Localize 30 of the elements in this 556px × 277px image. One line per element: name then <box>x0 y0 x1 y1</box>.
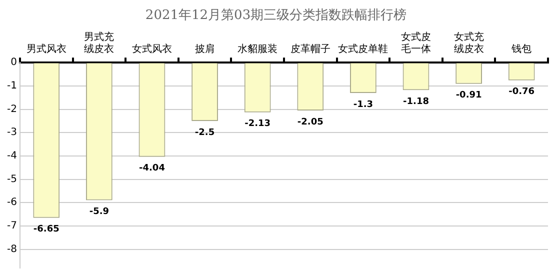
data-label: -0.91 <box>456 90 482 101</box>
data-label: -4.04 <box>139 164 165 174</box>
x-tick-label: 水貂服装 <box>238 43 278 56</box>
data-label: -6.65 <box>33 224 60 235</box>
x-tick-label: 女式充绒皮衣 <box>454 31 484 56</box>
y-tick-label: -1 <box>6 80 17 92</box>
y-tick-label: -6 <box>6 197 17 208</box>
data-label: -1.18 <box>403 96 429 107</box>
y-tick-label: -8 <box>6 244 17 255</box>
y-tick-label: -5 <box>6 174 17 185</box>
data-label: -2.13 <box>244 119 271 130</box>
x-tick-label: 女式皮毛一体 <box>400 31 431 56</box>
x-tick-label: 男式风衣 <box>26 43 66 56</box>
data-label: -0.76 <box>508 87 535 98</box>
y-tick-label: -4 <box>6 150 17 162</box>
data-label: -2.05 <box>297 117 324 128</box>
data-label: -1.3 <box>353 100 374 110</box>
x-tick-label: 钱包 <box>510 43 532 56</box>
x-tick-label: 男式充绒皮衣 <box>84 31 114 56</box>
y-tick-label: -7 <box>6 220 17 232</box>
y-tick-label: -3 <box>6 127 17 138</box>
data-label: -2.5 <box>194 128 215 138</box>
y-tick-label: -2 <box>6 104 17 115</box>
x-tick-label: 披肩 <box>194 43 215 56</box>
x-tick-label: 皮革帽子 <box>290 43 330 56</box>
x-tick-label: 女式风衣 <box>132 43 172 56</box>
x-tick-label: 女式皮单鞋 <box>338 43 388 56</box>
data-label: -5.9 <box>89 207 110 218</box>
y-tick-label: 0 <box>10 57 17 68</box>
chart-title: 2021年12月第03期三级分类指数跌幅排行榜 <box>145 8 407 24</box>
